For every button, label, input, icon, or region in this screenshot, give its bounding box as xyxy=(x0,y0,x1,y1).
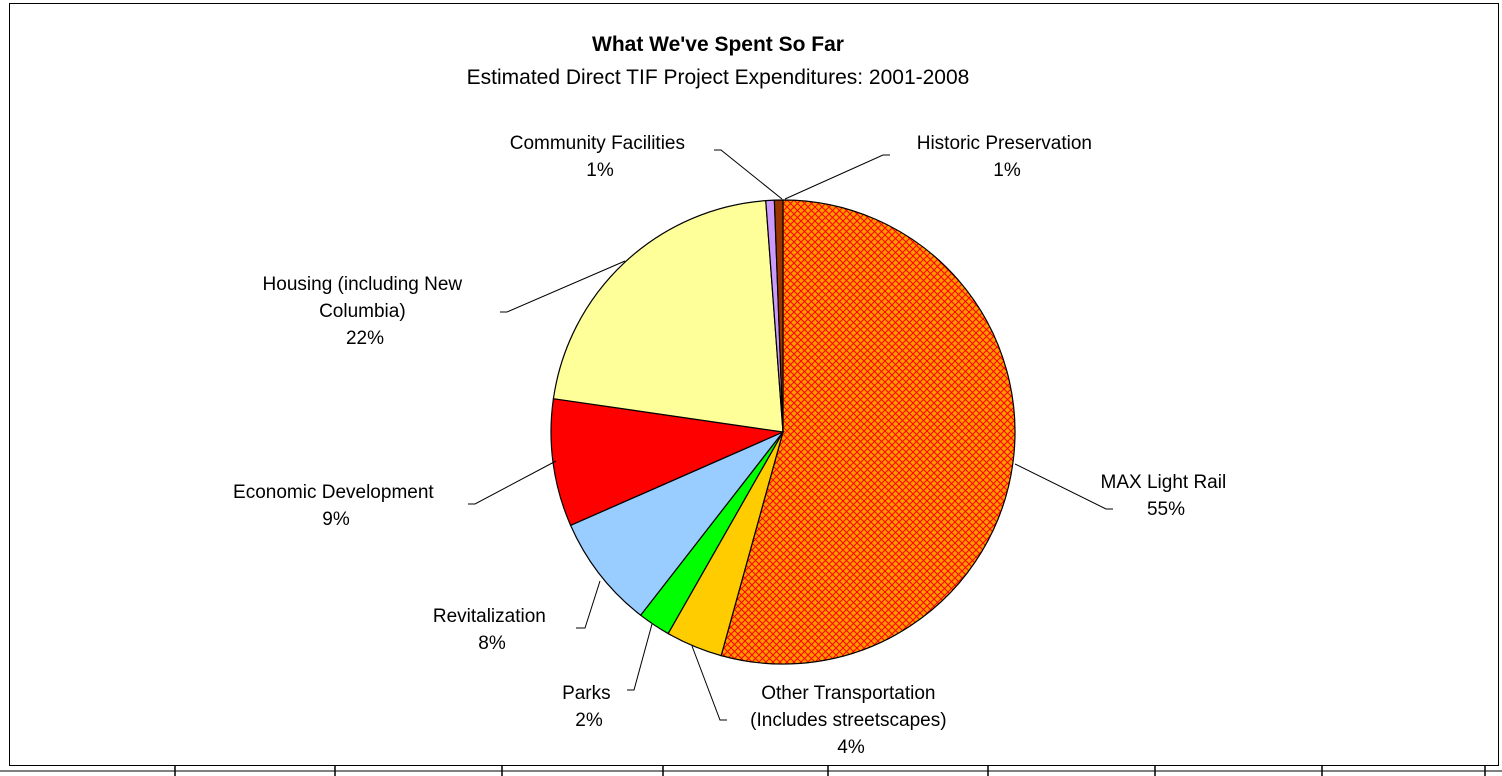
slice-label-community-facilities: Community Facilities 1% xyxy=(510,133,691,181)
slice-percent: 9% xyxy=(322,509,350,530)
slice-label-revitalization: Revitalization 8% xyxy=(433,606,551,654)
leader-line-community-facilities xyxy=(714,149,783,200)
slice-label-line: Parks xyxy=(562,683,611,704)
slice-label-economic-development: Economic Development 9% xyxy=(233,482,439,530)
leader-line-economic-development xyxy=(468,460,557,505)
slice-percent: 4% xyxy=(837,737,865,758)
slice-label-line: MAX Light Rail xyxy=(1101,472,1227,493)
slice-label-line: Columbia) xyxy=(319,301,406,322)
slice-percent: 55% xyxy=(1147,499,1185,520)
pie-slices xyxy=(550,199,1016,665)
slice-label-line: Community Facilities xyxy=(510,133,685,154)
slice-percent: 2% xyxy=(575,710,603,731)
slice-percent: 1% xyxy=(586,160,614,181)
pie-slice-max-light-rail xyxy=(720,199,1016,665)
pie-slice-revitalization xyxy=(569,431,784,617)
leader-line-historic-preservation xyxy=(784,154,890,200)
leader-line-revitalization xyxy=(576,580,601,629)
pie-chart: What We've Spent So Far Estimated Direct… xyxy=(233,33,1232,758)
chart-subtitle: Estimated Direct TIF Project Expenditure… xyxy=(467,66,970,89)
slice-label-parks: Parks 2% xyxy=(562,683,616,731)
slice-label-line: Revitalization xyxy=(433,606,546,627)
slice-label-line: (Includes streetscapes) xyxy=(750,710,946,731)
slice-label-max-light-rail: MAX Light Rail 55% xyxy=(1101,472,1232,520)
slice-label-housing: Housing (including New Columbia) 22% xyxy=(263,274,468,349)
slice-label-historic-preservation: Historic Preservation 1% xyxy=(917,133,1098,181)
slice-label-line: Economic Development xyxy=(233,482,434,503)
slice-label-line: Housing (including New xyxy=(263,274,463,295)
slice-label-line: Other Transportation xyxy=(761,683,935,704)
bottom-rule xyxy=(0,766,1502,776)
pie-slice-housing xyxy=(552,199,784,433)
leader-line-parks xyxy=(627,623,653,691)
pie-slice-historic-preservation xyxy=(773,199,784,433)
slice-label-line: Historic Preservation xyxy=(917,133,1092,154)
pie-slice-economic-development xyxy=(550,397,786,527)
slice-percent: 8% xyxy=(478,633,506,654)
slice-label-other-transportation: Other Transportation (Includes streetsca… xyxy=(750,683,952,758)
leader-line-max-light-rail xyxy=(1014,463,1113,510)
chart-frame: What We've Spent So Far Estimated Direct… xyxy=(9,3,1499,766)
chart-title: What We've Spent So Far xyxy=(592,33,844,56)
leader-line-other-transportation xyxy=(691,645,727,721)
slice-percent: 22% xyxy=(346,328,384,349)
leader-lines xyxy=(468,149,1113,721)
slice-percent: 1% xyxy=(993,160,1021,181)
leader-line-housing xyxy=(500,260,626,313)
